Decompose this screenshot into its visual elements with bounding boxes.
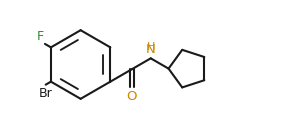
Text: Br: Br xyxy=(38,87,52,100)
Text: F: F xyxy=(36,30,44,43)
Text: N: N xyxy=(146,43,156,56)
Text: O: O xyxy=(126,90,137,103)
Text: H: H xyxy=(147,42,155,52)
